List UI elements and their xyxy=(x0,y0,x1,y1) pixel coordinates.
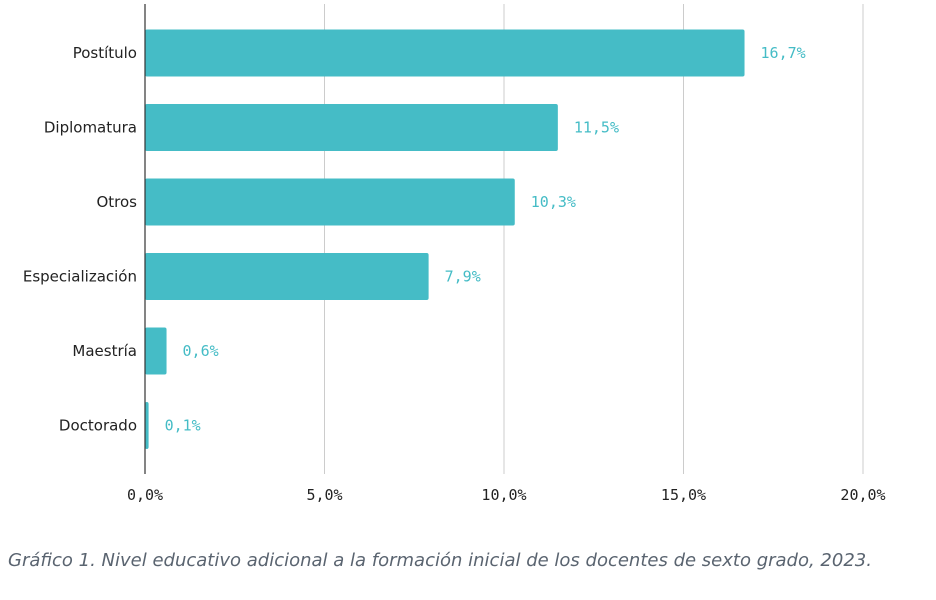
bars xyxy=(145,29,745,449)
value-label: 11,5% xyxy=(574,119,619,137)
category-label: Maestría xyxy=(72,342,137,360)
category-label: Diplomatura xyxy=(44,119,137,137)
value-label: 0,1% xyxy=(165,417,201,435)
labels: 0,0% 5,0% 10,0% 15,0% 20,0% Postítulo 16,7% Dip… xyxy=(23,44,886,504)
grid-lines xyxy=(324,4,864,474)
bar xyxy=(145,402,149,449)
bar xyxy=(145,29,745,77)
x-tick-label: 20,0% xyxy=(840,486,885,504)
value-label: 0,6% xyxy=(183,342,219,360)
category-label: Postítulo xyxy=(73,44,137,62)
value-label: 16,7% xyxy=(761,44,806,62)
chart-caption: Gráfico 1. Nivel educativo adicional a l… xyxy=(8,550,872,571)
bar-chart: 0,0% 5,0% 10,0% 15,0% 20,0% Postítulo 16,7% Dip… xyxy=(23,4,886,504)
value-label: 10,3% xyxy=(531,193,576,211)
bar xyxy=(145,327,167,375)
x-tick-label: 15,0% xyxy=(661,486,706,504)
bar xyxy=(145,253,429,300)
x-tick-label: 10,0% xyxy=(481,486,526,504)
category-label: Especialización xyxy=(23,268,137,286)
value-label: 7,9% xyxy=(445,268,481,286)
x-tick-label: 5,0% xyxy=(306,486,342,504)
category-label: Otros xyxy=(96,193,137,211)
category-label: Doctorado xyxy=(59,417,137,435)
x-tick-label: 0,0% xyxy=(127,486,163,504)
bar xyxy=(145,104,558,151)
bar xyxy=(145,178,515,226)
